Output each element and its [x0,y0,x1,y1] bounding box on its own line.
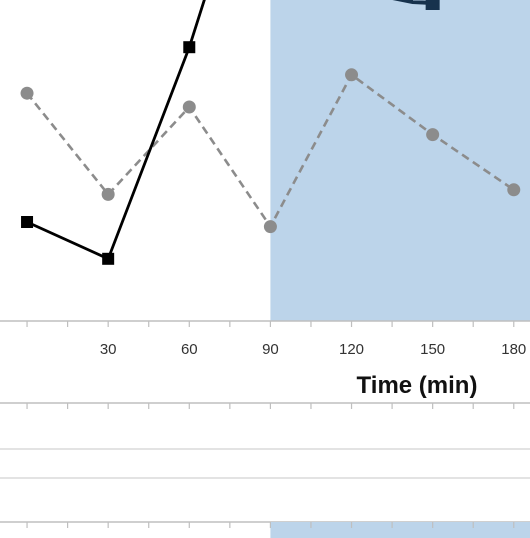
x-axis-title: Time (min) [357,372,478,399]
data-point-circle [263,220,277,234]
data-point-square [102,252,115,265]
data-point-circle [345,68,359,82]
partial-marker-layer [392,0,440,10]
lower-panel [0,402,530,538]
shaded-region-upper [270,0,530,321]
x-tick-label: 180 [501,341,526,358]
series-layer [20,0,521,265]
x-tick-label: 90 [262,341,279,358]
x-tick-label: 60 [181,341,198,358]
x-tick-label: 150 [420,341,445,358]
shaded-region-lower [270,522,530,538]
x-tick-label: 120 [339,341,364,358]
lower-panel-ticks [26,403,515,528]
data-point-circle [20,86,34,100]
x-tick-label: 30 [100,341,117,358]
data-point-circle [101,187,115,201]
data-point-square-partial [425,0,440,10]
data-point-circle [426,128,440,142]
data-point-circle [182,100,196,114]
data-point-circle [507,183,521,197]
series-line-solid [26,0,206,261]
x-axis-ticks: 30 60 90 120 150 180 [26,321,526,358]
data-point-square [21,216,34,228]
data-point-square [183,41,196,54]
